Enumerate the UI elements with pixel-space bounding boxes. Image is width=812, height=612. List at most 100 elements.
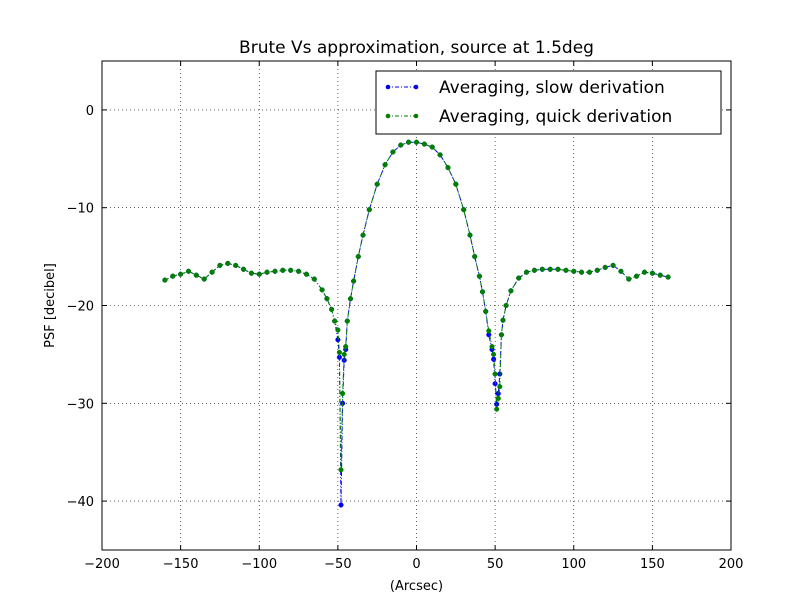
data-point xyxy=(344,318,350,324)
data-point xyxy=(555,266,561,272)
y-tick-label: −30 xyxy=(67,397,94,412)
data-point xyxy=(602,264,608,270)
data-point xyxy=(508,288,514,294)
tick-labels: −200 −150 −100 −50 0 50 100 150 200 0 −10 −20 −30 −40 xyxy=(67,104,744,572)
data-point xyxy=(360,232,366,238)
legend-marker xyxy=(385,113,391,119)
x-tick-label: 0 xyxy=(412,557,420,572)
x-tick-label: −100 xyxy=(241,557,277,572)
data-point xyxy=(338,502,344,508)
data-point xyxy=(594,267,600,273)
x-tick-label: 100 xyxy=(561,557,586,572)
y-tick-label: −40 xyxy=(67,495,94,510)
data-point xyxy=(347,296,354,302)
data-point xyxy=(209,269,215,275)
ticks xyxy=(101,61,732,550)
x-tick-label: −50 xyxy=(324,557,351,572)
data-point xyxy=(366,207,372,213)
data-point xyxy=(233,262,239,268)
data-point xyxy=(657,272,663,278)
legend-label: Averaging, quick derivation xyxy=(439,107,672,127)
data-point xyxy=(324,296,330,302)
data-point xyxy=(492,371,498,377)
data-point xyxy=(413,139,420,145)
data-point xyxy=(453,181,459,187)
data-point xyxy=(225,260,231,266)
legend-item: Averaging, quick derivation xyxy=(385,107,672,127)
chart-title: Brute Vs approximation, source at 1.5deg xyxy=(239,38,594,58)
data-point xyxy=(524,269,530,275)
data-point xyxy=(476,273,482,279)
data-point xyxy=(406,139,412,145)
data-point xyxy=(280,267,286,273)
data-point xyxy=(634,273,640,279)
legend: Averaging, slow derivation Averaging, qui… xyxy=(375,70,722,135)
data-point xyxy=(272,268,278,274)
x-tick-label: −150 xyxy=(163,557,199,572)
data-point xyxy=(500,317,506,323)
data-point xyxy=(494,406,500,412)
data-point xyxy=(382,162,388,168)
data-point xyxy=(586,269,593,275)
grid xyxy=(102,61,731,550)
data-point xyxy=(641,269,648,275)
data-point xyxy=(626,276,632,282)
data-point xyxy=(217,262,223,268)
data-point xyxy=(336,349,342,355)
data-point xyxy=(398,142,404,148)
data-point xyxy=(503,302,509,309)
data-point xyxy=(489,344,495,350)
plot-area xyxy=(162,139,671,508)
data-point xyxy=(338,467,344,473)
x-tick-label: 200 xyxy=(719,557,744,572)
data-point xyxy=(461,207,467,213)
data-point xyxy=(341,351,347,357)
legend-marker xyxy=(413,84,419,90)
data-point xyxy=(185,268,192,274)
data-point xyxy=(563,267,569,273)
legend-marker xyxy=(385,84,391,90)
series-2 xyxy=(162,139,671,473)
data-point xyxy=(311,276,317,282)
data-point xyxy=(178,271,184,277)
data-point xyxy=(579,269,585,275)
data-point xyxy=(429,144,435,150)
legend-box xyxy=(375,70,722,135)
y-tick-label: −10 xyxy=(67,202,94,217)
data-point xyxy=(421,141,427,147)
data-point xyxy=(479,289,486,295)
data-point xyxy=(340,390,346,397)
data-point xyxy=(248,270,254,276)
data-point xyxy=(491,351,497,357)
legend-label: Averaging, slow derivation xyxy=(439,78,665,98)
data-point xyxy=(374,181,380,187)
y-tick-label: 0 xyxy=(86,104,94,119)
legend-item: Averaging, slow derivation xyxy=(385,78,665,98)
x-tick-label: 50 xyxy=(487,557,504,572)
data-point xyxy=(516,275,522,281)
x-tick-label: −200 xyxy=(84,557,120,572)
data-point xyxy=(329,306,335,312)
data-point xyxy=(437,152,443,158)
data-point xyxy=(355,254,361,260)
legend-items: Averaging, slow derivation Averaging, qui… xyxy=(385,78,672,127)
data-point xyxy=(498,332,504,338)
data-point xyxy=(296,268,302,274)
data-point xyxy=(547,266,553,272)
series-layer xyxy=(162,139,671,508)
data-point xyxy=(303,271,309,277)
data-point xyxy=(332,318,338,324)
data-point xyxy=(483,308,489,314)
data-point xyxy=(445,165,451,171)
data-point xyxy=(539,266,545,272)
data-point xyxy=(162,277,168,283)
y-tick-label: −20 xyxy=(67,300,94,315)
data-point xyxy=(486,328,492,334)
y-axis-title: PSF [decibel] xyxy=(43,263,58,348)
data-point xyxy=(240,266,247,272)
data-point xyxy=(610,262,616,268)
data-point xyxy=(343,344,349,350)
data-point xyxy=(264,269,270,275)
data-point xyxy=(256,271,262,277)
data-point xyxy=(351,278,357,284)
